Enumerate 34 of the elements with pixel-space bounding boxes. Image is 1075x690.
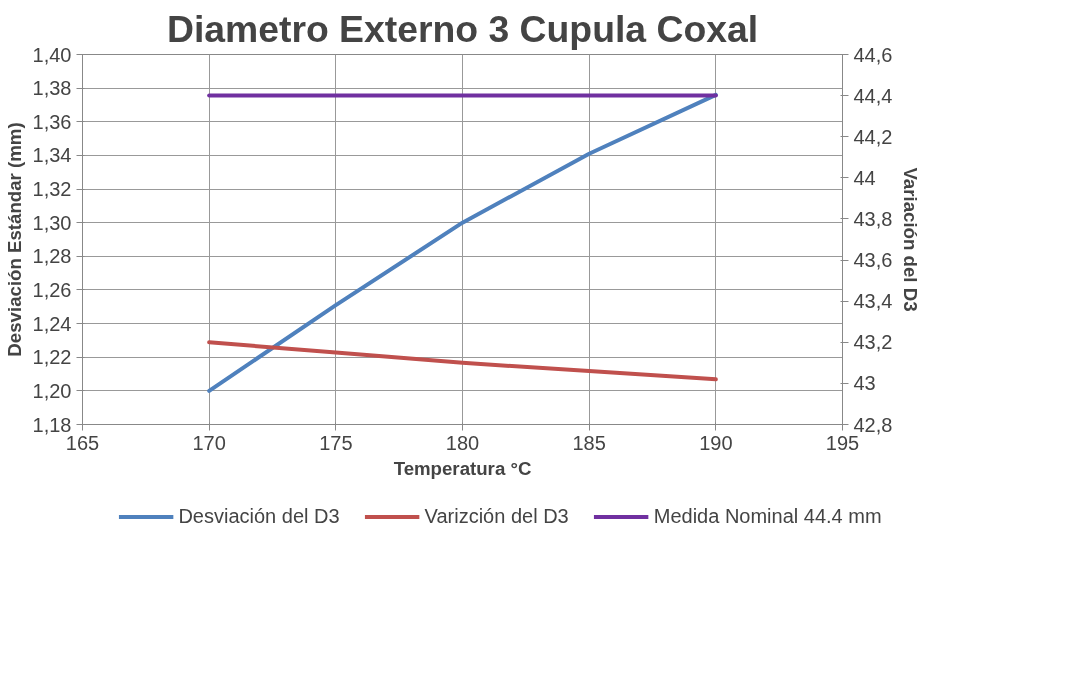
x-tick-label: 175 [319, 431, 353, 454]
y-tick-label: 1,38 [32, 77, 72, 100]
y2-tick-label: 44,2 [853, 125, 893, 148]
line-series [207, 340, 718, 382]
y-tick-label: 1,36 [32, 110, 72, 133]
y2-tick-label: 44,4 [853, 84, 893, 107]
legend-label: Varizción del D3 [424, 504, 569, 528]
legend-label: Medida Nominal 44.4 mm [653, 504, 882, 528]
y-tick-label: 1,40 [32, 43, 72, 66]
line-series [207, 92, 718, 393]
y-axis-title: Desviación Estándar (mm) [3, 122, 25, 357]
y2-tick-label: 43,6 [853, 249, 893, 272]
y2-tick-label: 43,4 [853, 290, 893, 313]
y-tick-label: 1,32 [32, 178, 72, 201]
x-tick-label: 180 [445, 431, 480, 454]
y-tick-label: 1,22 [32, 346, 72, 369]
y-tick-label: 1,34 [32, 144, 72, 167]
y-tick-label: 1,26 [32, 278, 72, 301]
x-tick-label: 190 [699, 431, 733, 454]
x-axis-title: Temperatura °C [393, 457, 532, 479]
chart-title: Diametro Externo 3 Cupula Coxal [166, 7, 759, 50]
x-tick-label: 170 [192, 431, 226, 454]
y-tick-label: 1,28 [32, 245, 72, 268]
y2-tick-label: 43,2 [853, 331, 893, 354]
y2-tick-label: 43 [853, 372, 876, 395]
y2-tick-label: 44,6 [853, 43, 893, 66]
y2-tick-label: 44 [853, 166, 876, 189]
y-tick-label: 1,20 [32, 379, 72, 402]
y2-axis-title: Variación del D3 [900, 167, 922, 312]
y2-tick-label: 43,8 [853, 207, 893, 230]
y-tick-label: 1,24 [32, 312, 72, 335]
legend-label: Desviación del D3 [178, 504, 340, 528]
y-tick-label: 1,30 [32, 211, 72, 234]
x-tick-label: 185 [572, 431, 606, 454]
